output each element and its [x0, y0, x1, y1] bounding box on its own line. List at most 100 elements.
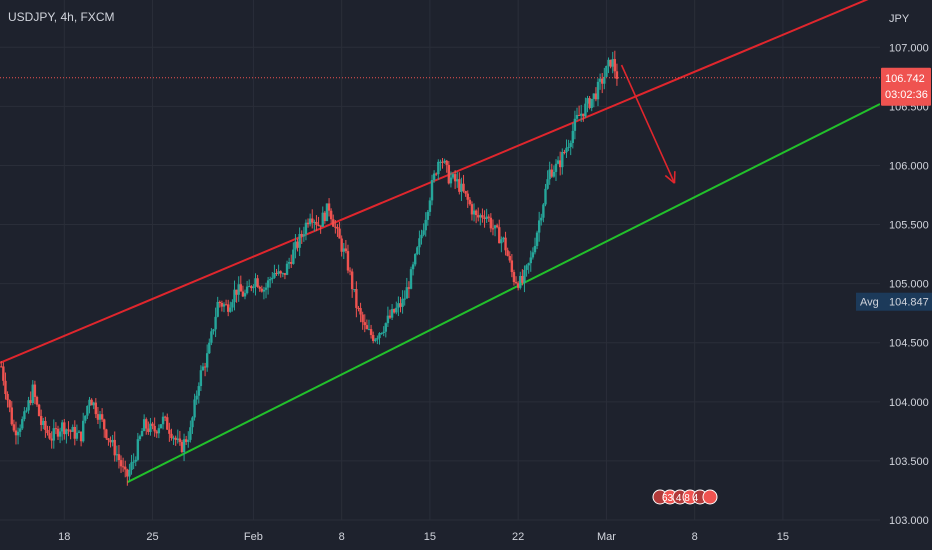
- candle-body: [367, 329, 371, 331]
- x-tick-label: 18: [58, 531, 70, 543]
- candle-body: [449, 177, 453, 184]
- candle-body: [8, 400, 11, 408]
- candle-body: [481, 215, 484, 218]
- candle-body: [613, 59, 617, 72]
- channel-lines[interactable]: [0, 0, 881, 484]
- candle-body: [550, 169, 553, 177]
- candle-body: [441, 161, 444, 163]
- candle-body: [222, 304, 226, 307]
- price-axis[interactable]: 103.000 103.500 104.000 104.500 105.000 105.5…: [856, 0, 932, 550]
- candle-body: [317, 224, 320, 226]
- candle-body: [107, 438, 110, 441]
- candle-body: [460, 183, 463, 192]
- candle-body: [71, 426, 74, 432]
- candle-body: [470, 204, 474, 215]
- grid: [0, 0, 880, 521]
- candle-body: [248, 286, 251, 288]
- candle-body: [117, 454, 121, 461]
- candle-body: [149, 423, 152, 432]
- candle-body: [285, 263, 289, 275]
- candle-body: [170, 433, 173, 439]
- candle-body: [399, 303, 402, 307]
- candle-body: [491, 228, 495, 230]
- candle-body: [56, 428, 60, 437]
- candle-body: [361, 314, 364, 323]
- candle-body: [48, 433, 51, 439]
- candle-body: [128, 469, 131, 477]
- candle-body: [580, 113, 583, 116]
- candle-body: [157, 428, 161, 434]
- candle-body: [82, 420, 85, 442]
- candle-body: [414, 254, 417, 265]
- candle-body: [10, 407, 13, 425]
- candle-body: [153, 425, 156, 432]
- symbol-label[interactable]: USDJPY, 4h, FXCM: [8, 10, 115, 24]
- candle-body: [422, 230, 425, 235]
- avg-value: 104.847: [889, 297, 929, 309]
- candle-body: [37, 404, 41, 417]
- candle-body: [527, 263, 530, 266]
- candle-body: [588, 98, 591, 108]
- arrow-shaft[interactable]: [620, 64, 676, 184]
- candle-body: [615, 71, 619, 79]
- channel-upper-line[interactable]: [0, 0, 880, 364]
- event-marker[interactable]: [702, 489, 718, 505]
- candle-body: [172, 437, 175, 439]
- candle-body: [100, 414, 104, 420]
- candle-body: [205, 353, 209, 368]
- candle-body: [453, 174, 457, 182]
- candle-body: [350, 271, 354, 290]
- candle-body: [392, 309, 396, 313]
- candle-body: [519, 275, 522, 288]
- event-label: 63 4 8 4: [662, 493, 699, 504]
- candle-body: [96, 414, 100, 420]
- currency-label[interactable]: JPY: [889, 13, 910, 25]
- event-markers[interactable]: 63 4 8 4: [652, 489, 718, 505]
- candle-body: [260, 288, 264, 292]
- candle-body: [430, 180, 434, 201]
- candle-body: [525, 265, 528, 270]
- candle-body: [168, 429, 171, 434]
- candle-body: [187, 439, 190, 442]
- candle-body: [445, 160, 448, 165]
- channel-lower-line[interactable]: [126, 103, 881, 484]
- candle-body: [353, 289, 356, 291]
- candle-body: [338, 228, 341, 239]
- candle-body: [424, 219, 427, 231]
- candle-body: [210, 331, 213, 343]
- candle-body: [189, 427, 192, 440]
- candle-body: [88, 399, 91, 406]
- candle-body: [21, 419, 24, 429]
- candle-body: [84, 415, 87, 421]
- candle-body: [54, 428, 58, 430]
- candle-body: [321, 212, 324, 227]
- candle-body: [462, 183, 465, 192]
- candle-body: [277, 271, 280, 274]
- candle-body: [182, 439, 186, 453]
- candles: [0, 50, 619, 486]
- candle-body: [464, 191, 467, 194]
- candle-body: [199, 370, 203, 387]
- candle-body: [500, 239, 503, 244]
- candle-body: [611, 59, 614, 67]
- candle-body: [483, 217, 486, 219]
- candle-body: [142, 419, 146, 431]
- time-axis[interactable]: 18 25 Feb 8 15 22 Mar 8 15: [0, 519, 880, 543]
- candle-body: [323, 212, 327, 222]
- candle-body: [300, 233, 303, 237]
- candle-body: [44, 420, 47, 430]
- candle-body: [313, 221, 316, 223]
- candle-body: [447, 164, 451, 184]
- candle-body: [435, 173, 438, 175]
- candle-body: [145, 419, 148, 429]
- candle-body: [113, 439, 116, 456]
- candle-body: [121, 466, 125, 468]
- projection-arrow[interactable]: [620, 64, 676, 184]
- candle-body: [456, 179, 459, 182]
- candle-body: [594, 93, 598, 100]
- candle-body: [75, 432, 79, 439]
- arrow-head[interactable]: [664, 174, 676, 184]
- x-tick-label: 15: [777, 531, 789, 543]
- candle-body: [363, 322, 366, 326]
